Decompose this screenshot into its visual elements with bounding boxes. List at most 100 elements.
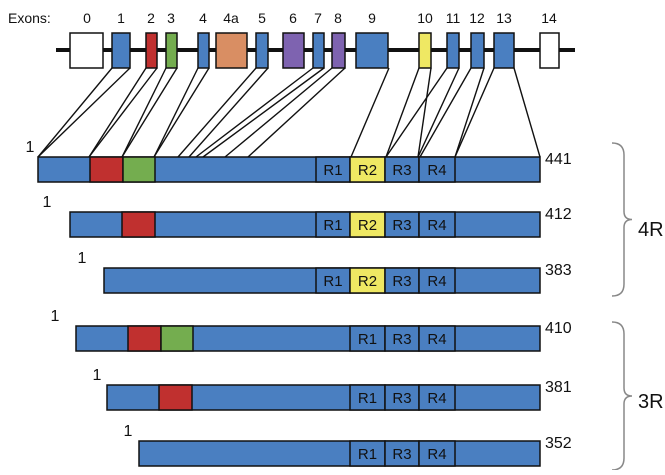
exon-1-label: 1 [117,10,125,26]
repeat-r4-box [418,156,456,183]
connector-line-15 [385,67,420,158]
isoform-bar [138,440,541,467]
exon-11-label: 11 [446,10,461,26]
connector-line-7 [153,67,210,158]
exon-9-label: 9 [368,10,376,26]
repeat-r3-label: R3 [392,446,411,463]
connector-line-9 [188,67,269,158]
connector-line-10 [195,67,314,158]
repeat-r2-box [349,267,386,294]
repeat-r1-box [315,156,351,183]
exon-7-label: 7 [314,10,322,26]
repeat-r3-box [384,440,420,467]
exon-3-box [165,32,178,69]
connector-line-17 [385,67,448,158]
repeat-r1-label: R1 [323,217,342,234]
connector-line-19 [419,67,472,158]
group-3R-label: 3R [638,391,664,413]
connector-line-21 [454,67,495,158]
exon-2-label: 2 [147,10,155,26]
repeat-r3-label: R3 [392,331,411,348]
isoform-441: R1 R2 R3 R4 1 441 [26,139,572,183]
exon-4a-box [215,32,248,69]
isoform-start-label: 1 [78,250,87,267]
repeat-r4-box [418,325,456,352]
isoform-length-label: 412 [545,206,572,223]
isoform-list: R1 R2 R3 R4 1 441 R1 R2 R3 R4 1 412 R1 R2 R3 R4 1 383 R1 R3… [26,139,572,467]
exon-map: 0 1 2 3 4 4a 5 6 7 8 9 10 11 12 13 14 [56,10,575,69]
repeat-r4-box [418,440,456,467]
repeat-r2-box [349,211,386,238]
isoform-383: R1 R2 R3 R4 1 383 [78,250,572,294]
repeat-r3-label: R3 [392,217,411,234]
repeat-r2-label: R2 [358,162,377,179]
insert-exon-2 [127,325,162,352]
exon-1-box [111,32,131,69]
connector-line-14 [350,67,390,158]
exon-0-box [69,32,104,69]
connector-line-13 [247,67,346,158]
repeat-r3-box [384,384,420,411]
exon-6-label: 6 [289,10,297,26]
insert-exon-3 [122,156,156,183]
connector-line-12 [224,67,333,158]
repeat-r1-box [315,267,351,294]
exon-12-label: 12 [469,10,485,26]
exons-title: Exons: [8,10,51,26]
isoform-start-label: 1 [51,308,60,325]
exon-4-label: 4 [199,10,207,26]
repeat-r4-box [418,211,456,238]
isoform-length-label: 441 [545,151,572,168]
exon-9-box [355,32,389,69]
repeat-r1-label: R1 [358,390,377,407]
connector-line-8 [177,67,257,158]
exon-14-box [539,32,560,69]
repeat-r3-label: R3 [392,273,411,290]
group-brackets: 4R 3R [611,142,664,471]
repeat-r1-box [315,211,351,238]
repeat-r3-label: R3 [392,162,411,179]
isoform-410: R1 R3 R4 1 410 [51,308,572,352]
exon-5-box [255,32,269,69]
repeat-r3-label: R3 [392,390,411,407]
connector-line-20 [454,67,485,158]
isoform-start-label: 1 [124,423,133,440]
exon-8-box [331,32,346,69]
repeat-r4-label: R4 [427,162,446,179]
repeat-r4-box [418,384,456,411]
isoform-381: R1 R3 R4 1 381 [93,367,572,411]
exon-connectors [37,67,541,158]
connector-line-3 [88,67,158,158]
repeat-r1-box [349,325,386,352]
exon-4a-label: 4a [223,10,239,26]
isoform-length-label: 352 [545,435,572,452]
isoform-length-label: 383 [545,262,572,279]
repeat-r2-label: R2 [358,273,377,290]
exon-10-label: 10 [417,10,433,26]
connector-line-22 [513,67,541,158]
isoform-start-label: 1 [93,367,102,384]
exon-6-box [282,32,305,69]
repeat-r1-label: R1 [323,162,342,179]
connector-line-5 [121,67,178,158]
insert-exon-2 [89,156,124,183]
exon-7-box [312,32,325,69]
exon-13-label: 13 [496,10,512,26]
repeat-r4-label: R4 [427,331,446,348]
repeat-r4-box [418,267,456,294]
exon-2-box [145,32,158,69]
repeat-r4-label: R4 [427,273,446,290]
repeat-r3-box [384,325,420,352]
connector-line-4 [121,67,167,158]
exon-10-box [418,32,432,69]
exon-5-label: 5 [258,10,266,26]
isoform-352: R1 R3 R4 1 352 [124,423,572,467]
exon-13-box [493,32,515,69]
isoform-length-label: 410 [545,320,572,337]
exon-4-box [197,32,210,69]
repeat-r2-label: R2 [358,217,377,234]
bracket-3R [611,321,633,471]
repeat-r3-box [384,211,420,238]
insert-exon-3 [160,325,194,352]
